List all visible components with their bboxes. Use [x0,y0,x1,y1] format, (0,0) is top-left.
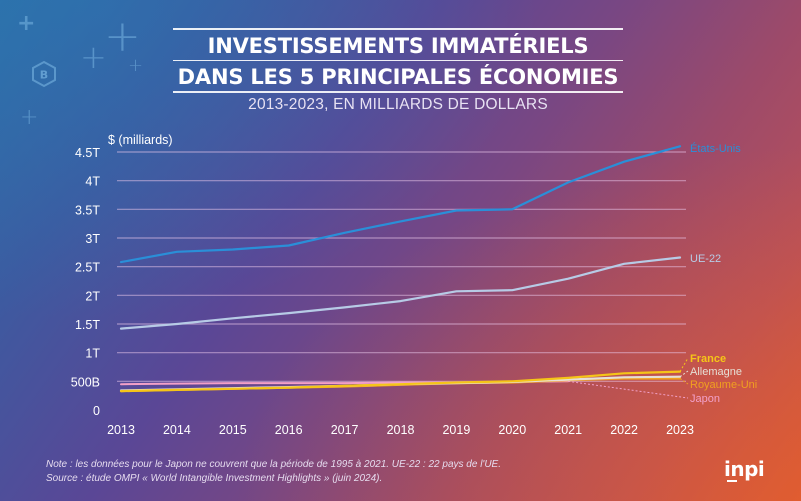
x-tick-label: 2021 [554,423,582,437]
y-tick-label: 3.5T [75,203,100,217]
leader-line [679,370,689,378]
leader-line [568,380,689,399]
footnote: Note : les données pour le Japon ne couv… [46,458,501,486]
series-label: Japon [690,393,720,405]
series-label: France [690,353,726,365]
footnote-note: Note : les données pour le Japon ne couv… [46,459,501,470]
series-label: Allemagne [690,366,742,378]
x-tick-label: 2016 [275,423,303,437]
plus-icon: + [104,11,141,62]
hexagon-badge-icon: B [32,60,56,88]
y-tick-label: 3T [85,232,100,246]
plus-icon: + [128,55,144,76]
series-label: Royaume-Uni [690,379,757,391]
title-rule-top [173,28,623,30]
x-tick-label: 2023 [666,423,694,437]
plus-icon: + [20,105,39,130]
series-label: UE-22 [690,253,721,265]
x-tick-label: 2022 [610,423,638,437]
leader-line [679,357,689,372]
logo-underline [727,480,737,482]
y-tick-label: 1T [85,347,100,361]
plus-icon: + [80,38,107,76]
y-tick-label: 2T [85,289,100,303]
x-tick-label: 2020 [498,423,526,437]
series-line--tats-unis [119,145,682,264]
series-label: États-Unis [690,142,741,155]
inpi-logo: inpi [724,457,765,481]
x-tick-label: 2013 [107,423,135,437]
title-line-2: DANS LES 5 PRINCIPALES ÉCONOMIES [177,65,619,89]
title-rule-bottom [173,91,623,93]
series-line-ue-22 [119,256,682,330]
badge-letter: B [40,69,48,82]
x-tick-label: 2018 [387,423,415,437]
y-axis-label: $ (milliards) [108,133,173,147]
y-tick-label: 4.5T [75,146,100,160]
leader-line [679,378,689,385]
x-tick-label: 2017 [331,423,359,437]
y-tick-label: 4T [85,175,100,189]
x-tick-label: 2015 [219,423,247,437]
x-tick-label: 2019 [442,423,470,437]
y-tick-label: 500B [71,375,100,389]
subtitle: 2013-2023, EN MILLIARDS DE DOLLARS [248,95,548,113]
x-tick-label: 2014 [163,423,191,437]
footnote-source: Source : étude OMPI « World Intangible I… [46,473,383,484]
plus-icon: + [17,11,36,36]
y-tick-label: 1.5T [75,318,100,332]
title-line-1: INVESTISSEMENTS IMMATÉRIELS [207,33,589,58]
title-rule-middle [173,59,623,61]
y-tick-label: 2.5T [75,261,100,275]
title-block: INVESTISSEMENTS IMMATÉRIELS DANS LES 5 P… [173,28,623,114]
y-tick-label: 0 [93,404,100,418]
